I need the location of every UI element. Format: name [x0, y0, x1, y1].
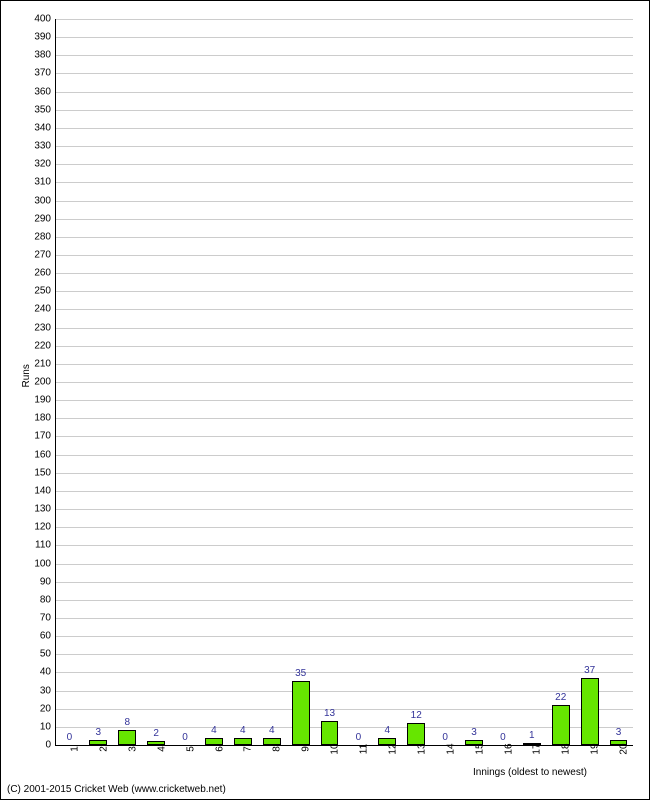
- y-tick-label: 60: [40, 631, 51, 642]
- x-tick-label: 15: [474, 735, 485, 764]
- y-tick-label: 160: [34, 449, 51, 460]
- y-tick-label: 380: [34, 50, 51, 61]
- y-tick-label: 280: [34, 231, 51, 242]
- bar-value-label: 13: [315, 708, 344, 719]
- y-tick-label: 150: [34, 467, 51, 478]
- y-tick-label: 0: [45, 740, 51, 751]
- y-tick-label: 270: [34, 249, 51, 260]
- y-tick-label: 220: [34, 340, 51, 351]
- y-tick-label: 400: [34, 14, 51, 25]
- x-tick-label: 8: [272, 735, 283, 764]
- plot-area: 0102030405060708090100110120130140150160…: [55, 19, 633, 745]
- x-axis-line: [55, 745, 633, 746]
- bar-slot: 011: [344, 19, 373, 745]
- bar-slot: 24: [142, 19, 171, 745]
- x-tick-label: 4: [156, 735, 167, 764]
- y-tick-label: 40: [40, 667, 51, 678]
- y-tick-label: 110: [35, 540, 51, 551]
- bar-slot: 1213: [402, 19, 431, 745]
- y-tick-label: 240: [34, 304, 51, 315]
- bar-slot: 48: [257, 19, 286, 745]
- chart-container: 0102030405060708090100110120130140150160…: [0, 0, 650, 800]
- bar-slot: 83: [113, 19, 142, 745]
- x-tick-label: 13: [416, 735, 427, 764]
- bar-slot: 05: [171, 19, 200, 745]
- bar-value-label: 22: [546, 692, 575, 703]
- x-tick-label: 9: [301, 735, 312, 764]
- bar-slot: 315: [460, 19, 489, 745]
- x-tick-label: 19: [590, 735, 601, 764]
- bar-slot: 016: [489, 19, 518, 745]
- y-tick-label: 180: [34, 413, 51, 424]
- x-axis-title: Innings (oldest to newest): [473, 767, 587, 778]
- y-tick-label: 140: [34, 485, 51, 496]
- y-tick-label: 70: [40, 612, 51, 623]
- y-tick-label: 230: [34, 322, 51, 333]
- y-tick-label: 360: [34, 86, 51, 97]
- y-tick-label: 210: [34, 358, 51, 369]
- y-tick-label: 50: [40, 649, 51, 660]
- bar-slot: 320: [604, 19, 633, 745]
- y-tick-label: 350: [34, 104, 51, 115]
- x-tick-label: 7: [243, 735, 254, 764]
- x-tick-label: 20: [619, 735, 630, 764]
- y-tick-label: 170: [34, 431, 51, 442]
- y-tick-label: 330: [34, 141, 51, 152]
- y-tick-label: 120: [34, 522, 51, 533]
- y-tick-label: 340: [34, 122, 51, 133]
- bar-slot: 47: [228, 19, 257, 745]
- bar-slot: 32: [84, 19, 113, 745]
- x-tick-label: 1: [69, 735, 80, 764]
- y-tick-label: 20: [40, 703, 51, 714]
- x-tick-label: 11: [358, 735, 369, 764]
- y-tick-label: 190: [34, 395, 51, 406]
- bar-slot: 2218: [546, 19, 575, 745]
- y-tick-label: 310: [34, 177, 51, 188]
- x-tick-label: 2: [98, 735, 109, 764]
- y-tick-label: 250: [34, 286, 51, 297]
- bar-value-label: 8: [113, 717, 142, 728]
- bar-slot: 01: [55, 19, 84, 745]
- bar-slot: 014: [431, 19, 460, 745]
- bar-value-label: 12: [402, 710, 431, 721]
- bar-slot: 412: [373, 19, 402, 745]
- y-tick-label: 90: [40, 576, 51, 587]
- x-tick-label: 17: [532, 735, 543, 764]
- y-tick-label: 370: [34, 68, 51, 79]
- y-tick-label: 390: [34, 32, 51, 43]
- x-tick-label: 10: [330, 735, 341, 764]
- x-tick-label: 16: [503, 735, 514, 764]
- bar-slot: 3719: [575, 19, 604, 745]
- y-tick-label: 300: [34, 195, 51, 206]
- bar-slot: 117: [517, 19, 546, 745]
- x-tick-label: 14: [445, 735, 456, 764]
- y-axis-title: Runs: [21, 364, 32, 387]
- bar-slot: 359: [286, 19, 315, 745]
- bar-value-label: 35: [286, 668, 315, 679]
- y-tick-label: 130: [34, 504, 51, 515]
- x-tick-label: 3: [127, 735, 138, 764]
- x-tick-label: 5: [185, 735, 196, 764]
- bar-slot: 1310: [315, 19, 344, 745]
- x-tick-label: 12: [387, 735, 398, 764]
- bar-slot: 46: [200, 19, 229, 745]
- y-tick-label: 200: [34, 377, 51, 388]
- y-tick-label: 260: [34, 268, 51, 279]
- y-tick-label: 100: [34, 558, 51, 569]
- y-tick-label: 80: [40, 594, 51, 605]
- copyright-text: (C) 2001-2015 Cricket Web (www.cricketwe…: [7, 784, 226, 795]
- bar-value-label: 37: [575, 665, 604, 676]
- y-tick-label: 320: [34, 159, 51, 170]
- x-tick-label: 18: [561, 735, 572, 764]
- y-tick-label: 290: [34, 213, 51, 224]
- y-tick-label: 10: [40, 721, 51, 732]
- x-tick-label: 6: [214, 735, 225, 764]
- y-tick-label: 30: [40, 685, 51, 696]
